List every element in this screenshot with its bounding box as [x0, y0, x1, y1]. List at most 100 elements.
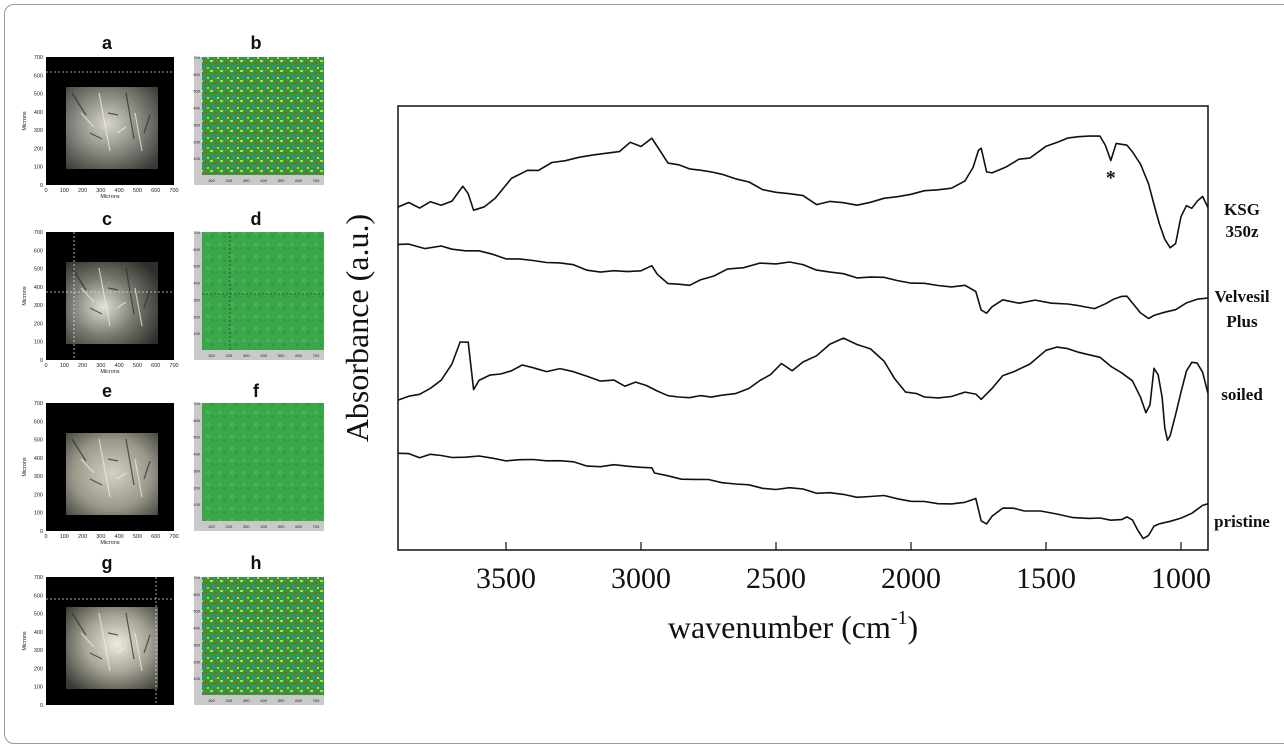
x-tick-label: 3500	[476, 562, 536, 595]
map-y-tick: 400	[193, 452, 200, 457]
micro-x-tick: 100	[60, 363, 69, 369]
map-y-tick: 500	[193, 264, 200, 269]
map-y-tick: 600	[193, 418, 200, 423]
map-x-tick: 700	[313, 698, 320, 703]
plot-frame	[397, 105, 1209, 551]
map-y-tick: 100	[193, 331, 200, 336]
micro-y-tick: 300	[34, 474, 43, 480]
map-x-tick: 500	[278, 524, 285, 529]
map-x-tick: 300	[243, 353, 250, 358]
micro-x-tick: 700	[169, 534, 178, 540]
series-label-line: soiled	[1221, 385, 1263, 404]
micro-y-tick: 500	[34, 612, 43, 618]
micrograph-a-x-ticks: 0 100 200 300 400 500 600 700	[44, 188, 178, 194]
micrograph-e: 0 100 200 300 400 500 600 700 0 100 200 300 400 500 60…	[22, 401, 179, 546]
series-label-pristine: pristine	[1214, 512, 1270, 531]
micro-x-tick: 600	[151, 534, 160, 540]
series-line-pristine	[397, 452, 1209, 540]
map-x-tick: 600	[295, 353, 302, 358]
micro-x-tick: 300	[96, 363, 105, 369]
micro-y-tick: 200	[34, 146, 43, 152]
series-label-line: Velvesil	[1214, 287, 1269, 306]
micro-y-tick: 300	[34, 128, 43, 134]
micro-y-tick: 0	[40, 703, 43, 708]
map-y-tick: 400	[193, 281, 200, 286]
micro-y-tick: 200	[34, 666, 43, 672]
micro-y-tick: 0	[40, 183, 43, 189]
map-y-tick: 400	[193, 106, 200, 111]
map-x-tick: 500	[278, 353, 285, 358]
map-y-tick: 200	[193, 139, 200, 144]
micro-y-tick: 600	[34, 419, 43, 425]
map-x-tick: 100	[208, 524, 215, 529]
map-y-tick: 600	[193, 72, 200, 77]
micro-y-axis-label: Microns	[22, 286, 28, 306]
micro-x-tick: 500	[133, 534, 142, 540]
micrograph-g-y-ticks: 0 100 200 300 400 500 600 700	[34, 575, 43, 708]
map-x-tick: 700	[313, 353, 320, 358]
micro-x-axis-label: Microns	[100, 194, 120, 200]
map-y-tick: 100	[193, 676, 200, 681]
map-x-tick: 100	[208, 698, 215, 703]
ftir-chart: 3500 3000 2500 2000 1500 1000 * wavenumber (cm…	[330, 95, 1280, 695]
micro-y-tick: 600	[34, 593, 43, 599]
micro-y-axis-label: Microns	[22, 111, 28, 131]
map-x-tick: 700	[313, 178, 320, 183]
map-x-tick: 200	[226, 698, 233, 703]
panel-label-h: h	[250, 553, 262, 573]
micro-x-tick: 0	[44, 188, 47, 194]
micro-x-tick: 500	[133, 363, 142, 369]
micro-x-tick: 100	[60, 534, 69, 540]
series-line-soiled	[397, 337, 1209, 441]
chem-map-f-x-ticks: 100 200 300 400 500 600 700	[208, 524, 320, 529]
micrograph-a-y-ticks: 0 100 200 300 400 500 600 700	[34, 55, 43, 189]
map-y-tick: 300	[193, 642, 200, 647]
micro-x-tick: 200	[78, 188, 87, 194]
map-x-tick: 300	[243, 178, 250, 183]
map-y-tick: 700	[193, 230, 200, 235]
micro-y-tick: 700	[34, 230, 43, 236]
micro-x-tick: 300	[96, 534, 105, 540]
micro-x-tick: 400	[115, 363, 124, 369]
panel-label-e: e	[101, 381, 112, 401]
micro-y-tick: 600	[34, 73, 43, 79]
series-label-line: Plus	[1226, 312, 1258, 331]
micro-x-tick: 0	[44, 363, 47, 369]
micrograph-e-x-ticks: 0 100 200 300 400 500 600 700	[44, 534, 178, 540]
map-y-tick: 500	[193, 435, 200, 440]
micro-y-tick: 700	[34, 55, 43, 61]
micro-x-tick: 700	[169, 188, 178, 194]
micro-x-tick: 300	[96, 188, 105, 194]
micrograph-a: 0 100 200 300 400 500 600 700 0 100 200 300 400 500 60…	[22, 55, 179, 200]
micro-y-tick: 200	[34, 492, 43, 498]
chem-map-h: 100 200 300 400 500 600 700 100 200 300 400 500 600 7…	[193, 575, 324, 705]
chem-map-d-y-ticks: 100 200 300 400 500 600 700	[193, 230, 200, 336]
map-x-tick: 300	[243, 698, 250, 703]
map-y-tick: 600	[193, 247, 200, 252]
peak-annotation: *	[1106, 167, 1116, 189]
micro-y-tick: 300	[34, 303, 43, 309]
micro-x-tick: 600	[151, 188, 160, 194]
map-x-tick: 200	[226, 353, 233, 358]
chem-map-h-x-ticks: 100 200 300 400 500 600 700	[208, 698, 320, 703]
micro-y-tick: 500	[34, 438, 43, 444]
map-y-tick: 700	[193, 575, 200, 580]
x-tick-label: 1500	[1016, 562, 1076, 595]
panel-label-d: d	[250, 209, 262, 229]
chem-map-f-y-ticks: 100 200 300 400 500 600 700	[193, 401, 200, 507]
micro-y-tick: 100	[34, 511, 43, 517]
map-y-tick: 300	[193, 468, 200, 473]
map-x-tick: 200	[226, 178, 233, 183]
map-x-tick: 400	[260, 178, 267, 183]
micro-x-axis-label: Microns	[100, 369, 120, 375]
series-label-line: pristine	[1214, 512, 1270, 531]
micro-x-axis-label: Microns	[100, 540, 120, 546]
micro-y-tick: 100	[34, 165, 43, 171]
panels-svg: 0 100 200 300 400 500 600 700 0 100 200 300 400 500 60…	[22, 55, 324, 708]
map-y-tick: 200	[193, 485, 200, 490]
micro-x-tick: 100	[60, 188, 69, 194]
micro-y-tick: 500	[34, 267, 43, 273]
map-x-tick: 500	[278, 178, 285, 183]
map-x-tick: 100	[208, 353, 215, 358]
